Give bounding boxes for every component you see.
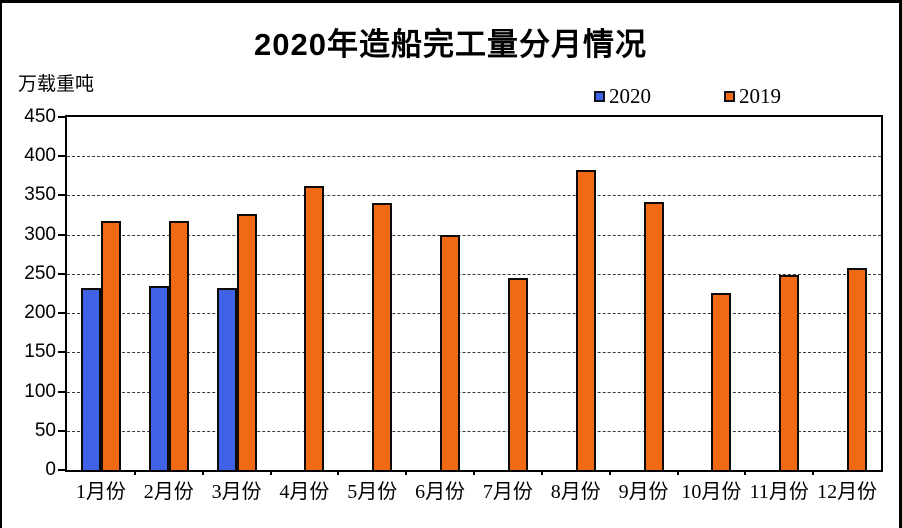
legend-label-2020: 2020: [609, 84, 651, 108]
y-axis-label-0: 0: [45, 459, 56, 480]
bar-2019-6月份: [440, 235, 461, 470]
gridline-350: [67, 195, 881, 197]
y-axis-unit-label: 万载重吨: [18, 74, 95, 95]
legend-item-2020: 2020: [594, 85, 651, 107]
y-axis-label-400: 400: [24, 145, 56, 167]
bar-2019-2月份: [168, 220, 189, 470]
legend: 2020 2019: [2, 85, 899, 107]
x-axis-label-12月份: 12月份: [817, 481, 878, 503]
x-axis-label-1月份: 1月份: [75, 481, 126, 503]
gridline-100: [67, 391, 881, 393]
x-axis-label-10月份: 10月份: [681, 481, 742, 503]
y-axis-tick-200: [58, 312, 65, 315]
bar-2019-4月份: [304, 186, 325, 470]
x-axis-tick-4: [337, 470, 340, 475]
x-axis-label-4月份: 4月份: [279, 481, 330, 503]
bar-2020-1月份: [80, 288, 101, 470]
x-axis-label-2月份: 2月份: [143, 481, 194, 503]
legend-item-2019: 2019: [724, 85, 781, 107]
legend-swatch-2020-icon: [594, 90, 605, 102]
y-axis-label-300: 300: [24, 223, 56, 245]
x-axis-tick-6: [473, 470, 475, 475]
x-axis-label-11月份: 11月份: [749, 481, 809, 503]
y-axis-label-250: 250: [24, 262, 56, 284]
y-axis-label-350: 350: [24, 184, 56, 206]
y-axis-tick-450: [58, 116, 65, 118]
gridline-150: [67, 352, 881, 354]
bar-2019-8月份: [575, 170, 596, 470]
y-axis-tick-100: [58, 390, 65, 393]
bar-2019-7月份: [507, 277, 528, 470]
bar-2020-2月份: [148, 286, 169, 470]
x-axis-tick-8: [608, 470, 611, 475]
gridline-300: [67, 234, 881, 236]
gridline-50: [67, 430, 881, 432]
bar-2019-9月份: [643, 201, 664, 470]
y-axis-label-450: 450: [24, 106, 56, 127]
bar-2019-11月份: [779, 274, 800, 470]
x-axis-label-8月份: 8月份: [550, 481, 601, 503]
y-axis-label-200: 200: [24, 302, 56, 324]
bar-2019-1月份: [100, 221, 121, 470]
bar-2020-3月份: [216, 288, 237, 470]
x-axis-tick-7: [540, 470, 543, 475]
y-axis-tick-150: [58, 351, 65, 354]
x-axis-label-7月份: 7月份: [482, 481, 533, 503]
x-axis-label-6月份: 6月份: [415, 481, 466, 503]
y-axis-label-50: 50: [34, 419, 56, 441]
x-axis-tick-1: [133, 470, 136, 475]
x-axis-tick-3: [269, 470, 272, 475]
bar-2019-12月份: [847, 268, 868, 470]
x-axis-label-5月份: 5月份: [347, 481, 398, 503]
x-axis-tick-10: [744, 470, 747, 475]
x-axis-tick-11: [812, 470, 815, 475]
x-axis-tick-9: [676, 470, 679, 475]
bar-2019-5月份: [372, 202, 393, 470]
x-axis-tick-2: [201, 470, 204, 475]
y-axis-tick-250: [58, 272, 65, 275]
x-axis-tick-5: [405, 470, 408, 475]
gridline-250: [67, 273, 881, 275]
gridline-400: [67, 156, 881, 158]
bar-2019-3月份: [236, 214, 257, 470]
y-axis-tick-400: [58, 155, 65, 158]
y-axis-label-100: 100: [24, 380, 56, 402]
x-axis-label-3月份: 3月份: [211, 481, 262, 503]
x-axis-label-9月份: 9月份: [618, 481, 669, 503]
y-axis-tick-300: [58, 233, 65, 236]
gridline-200: [67, 313, 881, 315]
y-axis-tick-50: [58, 429, 65, 432]
y-axis-tick-0: [58, 469, 65, 471]
legend-label-2019: 2019: [739, 84, 781, 108]
legend-swatch-2019-icon: [724, 90, 735, 102]
y-axis-tick-350: [58, 194, 65, 197]
chart-title: 2020年造船完工量分月情况: [254, 27, 647, 62]
plot-area: [58, 115, 883, 475]
y-axis-label-150: 150: [24, 341, 56, 363]
bar-2019-10月份: [711, 292, 732, 470]
